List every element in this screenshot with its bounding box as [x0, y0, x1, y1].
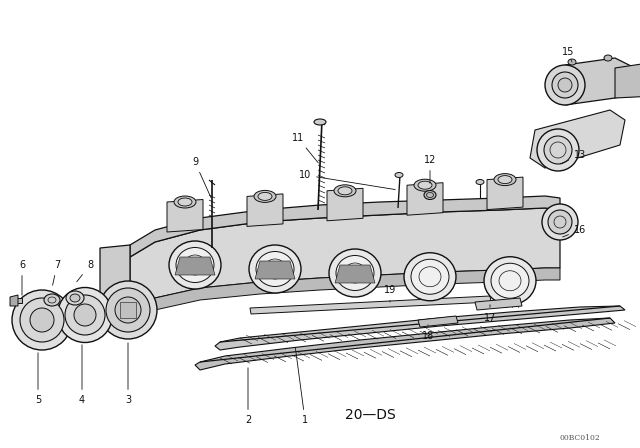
Text: 20—DS: 20—DS	[344, 408, 396, 422]
Ellipse shape	[395, 172, 403, 177]
Polygon shape	[418, 316, 458, 327]
Polygon shape	[247, 194, 283, 226]
Polygon shape	[250, 296, 491, 314]
Ellipse shape	[249, 245, 301, 293]
Text: 8: 8	[77, 260, 93, 282]
Ellipse shape	[542, 204, 578, 240]
Ellipse shape	[404, 253, 456, 301]
Text: 10: 10	[299, 170, 396, 190]
Ellipse shape	[58, 288, 113, 343]
Polygon shape	[615, 62, 640, 98]
Ellipse shape	[70, 294, 80, 302]
Text: 9: 9	[192, 157, 211, 198]
Ellipse shape	[258, 192, 272, 200]
Ellipse shape	[106, 288, 150, 332]
Text: 13: 13	[561, 150, 586, 164]
Ellipse shape	[558, 78, 572, 92]
Text: 15: 15	[562, 47, 574, 62]
Polygon shape	[565, 58, 635, 105]
Ellipse shape	[338, 187, 352, 195]
Ellipse shape	[494, 173, 516, 185]
Ellipse shape	[174, 196, 196, 208]
Polygon shape	[130, 196, 560, 257]
Ellipse shape	[99, 281, 157, 339]
Text: 3: 3	[125, 343, 131, 405]
Polygon shape	[335, 265, 375, 283]
Text: 12: 12	[424, 155, 436, 183]
Text: 17: 17	[484, 305, 496, 323]
Ellipse shape	[552, 72, 578, 98]
Ellipse shape	[484, 257, 536, 305]
Polygon shape	[407, 183, 443, 215]
Polygon shape	[10, 298, 22, 303]
Ellipse shape	[314, 119, 326, 125]
Polygon shape	[10, 295, 18, 306]
Ellipse shape	[20, 298, 64, 342]
Ellipse shape	[476, 180, 484, 185]
Polygon shape	[120, 302, 136, 318]
Ellipse shape	[424, 190, 436, 199]
Ellipse shape	[115, 297, 141, 323]
Ellipse shape	[256, 251, 294, 287]
Ellipse shape	[178, 198, 192, 206]
Polygon shape	[130, 208, 560, 312]
Ellipse shape	[544, 136, 572, 164]
Ellipse shape	[411, 259, 449, 294]
Ellipse shape	[604, 55, 612, 61]
Ellipse shape	[254, 190, 276, 202]
Text: 18: 18	[422, 325, 434, 341]
Ellipse shape	[12, 290, 72, 350]
Ellipse shape	[537, 129, 579, 171]
Text: 6: 6	[19, 260, 25, 295]
Ellipse shape	[65, 295, 105, 335]
Ellipse shape	[545, 65, 585, 105]
Text: 11: 11	[292, 133, 318, 163]
Text: 5: 5	[35, 353, 41, 405]
Polygon shape	[487, 177, 523, 210]
Polygon shape	[130, 268, 560, 325]
Ellipse shape	[548, 210, 572, 234]
Ellipse shape	[66, 291, 84, 305]
Ellipse shape	[498, 176, 512, 184]
Ellipse shape	[491, 263, 529, 298]
Polygon shape	[327, 188, 363, 221]
Ellipse shape	[414, 179, 436, 191]
Polygon shape	[100, 310, 155, 328]
Ellipse shape	[169, 241, 221, 289]
Polygon shape	[475, 298, 522, 310]
Polygon shape	[175, 257, 215, 275]
Ellipse shape	[44, 294, 60, 306]
Text: 1: 1	[296, 348, 308, 425]
Polygon shape	[255, 261, 295, 279]
Ellipse shape	[74, 304, 96, 326]
Ellipse shape	[176, 247, 214, 283]
Polygon shape	[530, 110, 625, 168]
Text: 14: 14	[0, 447, 1, 448]
Ellipse shape	[329, 249, 381, 297]
Polygon shape	[215, 306, 625, 350]
Ellipse shape	[30, 308, 54, 332]
Polygon shape	[167, 199, 203, 232]
Ellipse shape	[336, 255, 374, 290]
Ellipse shape	[568, 59, 576, 65]
Text: 2: 2	[245, 368, 251, 425]
Polygon shape	[100, 245, 130, 328]
Text: 16: 16	[563, 225, 586, 237]
Ellipse shape	[334, 185, 356, 197]
Text: 7: 7	[52, 260, 60, 285]
Text: 19: 19	[384, 285, 396, 302]
Text: 4: 4	[79, 345, 85, 405]
Text: 00BC0102: 00BC0102	[559, 434, 600, 442]
Polygon shape	[195, 318, 615, 370]
Ellipse shape	[418, 181, 432, 189]
